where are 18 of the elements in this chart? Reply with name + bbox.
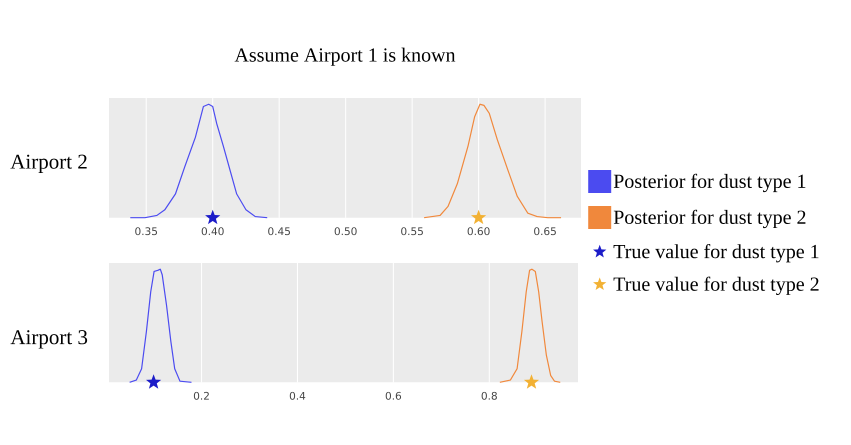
x-tick-label: 0.65 — [534, 227, 556, 236]
x-tick-label: 0.60 — [468, 227, 490, 236]
y-axis-title: Airport 3 — [10, 330, 88, 349]
x-tick-label: 0.55 — [401, 227, 423, 236]
chart-title: Assume Airport 1 is known — [234, 48, 456, 66]
x-tick-label: 0.6 — [386, 392, 402, 400]
x-tick-label: 0.40 — [202, 227, 224, 236]
x-tick-label: 0.35 — [135, 227, 157, 236]
x-tick-label: 0.8 — [482, 392, 497, 400]
legend-label: True value for dust type 1 — [614, 244, 818, 262]
x-tick-label: 0.4 — [290, 392, 306, 400]
legend-label: Posterior for dust type 1 — [614, 174, 806, 192]
y-axis-title: Airport 2 — [10, 154, 87, 174]
x-tick-label: 0.2 — [194, 392, 209, 400]
legend-label: Posterior for dust type 2 — [614, 210, 806, 228]
x-tick-label: 0.50 — [334, 227, 357, 236]
legend-label: True value for dust type 2 — [614, 276, 819, 295]
x-tick-label: 0.45 — [268, 227, 290, 236]
